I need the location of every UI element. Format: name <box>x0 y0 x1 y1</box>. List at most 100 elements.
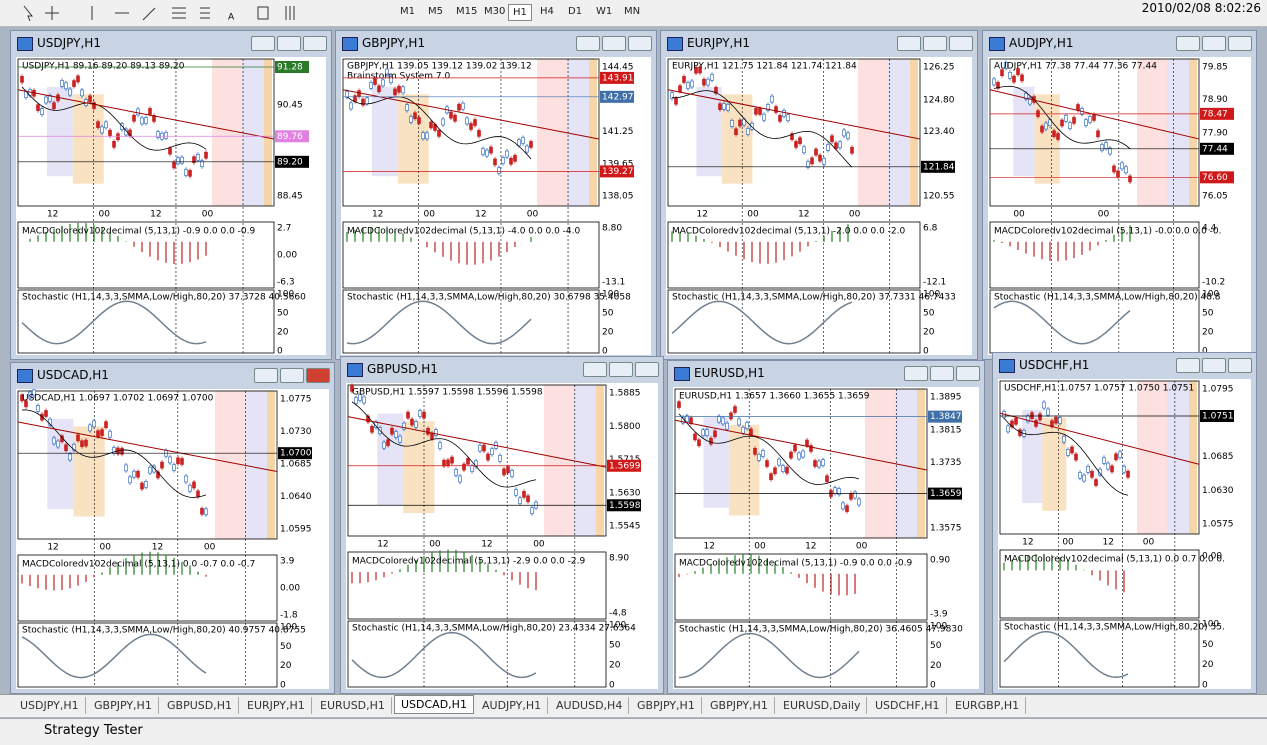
candle <box>465 117 469 125</box>
tab[interactable]: USDCAD,H1 <box>394 695 474 714</box>
tab[interactable]: GBPJPY,H1 <box>704 697 775 714</box>
tab[interactable]: USDJPY,H1 <box>14 697 86 714</box>
tab[interactable]: EURGBP,H1 <box>949 697 1027 714</box>
candle <box>741 426 745 434</box>
price-label: 77.90 <box>1202 129 1228 139</box>
btn-max[interactable] <box>609 362 633 377</box>
btn-min[interactable] <box>904 366 928 381</box>
tab[interactable]: GBPUSD,H1 <box>161 697 239 714</box>
btn-min[interactable] <box>251 36 275 51</box>
candle <box>517 139 521 147</box>
shade <box>215 391 245 539</box>
candle <box>184 169 188 176</box>
candle <box>1030 412 1034 419</box>
time-label: 00 <box>747 210 759 220</box>
price-label: 1.5545 <box>609 522 641 532</box>
price-box <box>607 499 641 512</box>
chart-area: USDJPY,H1 89.16 89.20 89.13 89.20 91.28 90… <box>16 57 326 355</box>
macd-scale: -4.8 <box>609 609 627 619</box>
timeframe[interactable]: M5 <box>428 6 443 17</box>
candle <box>458 475 462 483</box>
candle <box>180 156 184 164</box>
timeframe[interactable]: D1 <box>568 6 583 17</box>
timeframe[interactable]: MN <box>624 6 641 17</box>
shade <box>574 385 596 536</box>
pane <box>347 384 607 537</box>
strategy-tester[interactable]: Strategy Tester <box>44 723 143 738</box>
time-label: 00 <box>527 210 539 220</box>
price-box <box>921 160 955 173</box>
candle <box>414 421 418 428</box>
candle <box>168 147 172 155</box>
candle <box>144 117 148 124</box>
btn-max[interactable] <box>923 36 947 51</box>
chart-info: AUDJPY,H1 77.38 77.44 77.36 77.44 <box>994 62 1157 72</box>
tab[interactable]: USDCHF,H1 <box>869 697 947 714</box>
btn-x[interactable] <box>949 36 973 51</box>
stoch-scale: 0 <box>923 347 929 356</box>
btn-min[interactable] <box>576 36 600 51</box>
timeframe[interactable]: M30 <box>484 6 506 17</box>
stoch-scale: 20 <box>602 328 614 338</box>
tab[interactable]: EURUSD,H1 <box>314 697 392 714</box>
btn-max[interactable] <box>280 368 304 383</box>
candle <box>1114 453 1118 461</box>
macd-scale: 4.4 <box>1202 224 1217 234</box>
btn-min[interactable] <box>897 36 921 51</box>
candle <box>750 122 754 130</box>
time-label: 00 <box>1098 210 1110 220</box>
candle <box>449 111 453 119</box>
candle <box>753 448 757 455</box>
candle <box>798 137 802 145</box>
candle <box>857 498 861 506</box>
btn-min[interactable] <box>1176 358 1200 373</box>
btn-x[interactable] <box>1228 36 1252 51</box>
window-title: USDJPY,H1 <box>37 36 101 50</box>
btn-x[interactable] <box>303 36 327 51</box>
btn-x[interactable] <box>1228 358 1252 373</box>
macd-scale: 2.7 <box>277 224 291 234</box>
candle <box>833 487 837 494</box>
candle <box>116 133 120 141</box>
tab[interactable]: GBPJPY,H1 <box>88 697 159 714</box>
btn-x[interactable] <box>628 36 652 51</box>
btn-min[interactable] <box>1176 36 1200 51</box>
btn-max[interactable] <box>1202 36 1226 51</box>
candle <box>1008 72 1012 79</box>
timeframe[interactable]: M1 <box>400 6 415 17</box>
chart-info: EURUSD,H1 1.3657 1.3660 1.3655 1.3659 <box>679 392 870 402</box>
candle <box>721 417 725 425</box>
tab[interactable]: GBPJPY,H1 <box>631 697 702 714</box>
btn-min[interactable] <box>254 368 278 383</box>
candle <box>1120 162 1124 170</box>
timeframe[interactable]: H1 <box>508 4 532 21</box>
candle <box>52 102 56 109</box>
price-label: 1.3659 <box>930 489 962 499</box>
btn-x[interactable] <box>306 368 330 383</box>
tab[interactable]: EURUSD,Daily <box>777 697 868 714</box>
candle <box>785 466 789 474</box>
candle <box>1086 466 1090 473</box>
tab[interactable]: EURJPY,H1 <box>241 697 312 714</box>
candle <box>44 96 48 104</box>
candle <box>60 80 64 87</box>
trend-line <box>17 89 275 140</box>
candle <box>442 459 446 467</box>
stoch-scale: 20 <box>930 661 942 671</box>
chart-sub: Brainstorm System 7.0 <box>347 72 450 82</box>
tab[interactable]: AUDJPY,H1 <box>476 697 549 714</box>
btn-max[interactable] <box>277 36 301 51</box>
candle <box>1052 130 1056 137</box>
timeframe[interactable]: M15 <box>456 6 478 17</box>
candle <box>390 427 394 435</box>
btn-x[interactable] <box>635 362 659 377</box>
tab[interactable]: AUDUSD,H4 <box>550 697 630 714</box>
btn-max[interactable] <box>602 36 626 51</box>
btn-x[interactable] <box>956 366 980 381</box>
btn-min[interactable] <box>583 362 607 377</box>
btn-max[interactable] <box>1202 358 1226 373</box>
timeframe[interactable]: H4 <box>540 6 554 17</box>
timeframe[interactable]: W1 <box>596 6 613 17</box>
btn-max[interactable] <box>930 366 954 381</box>
pane <box>989 58 1200 207</box>
